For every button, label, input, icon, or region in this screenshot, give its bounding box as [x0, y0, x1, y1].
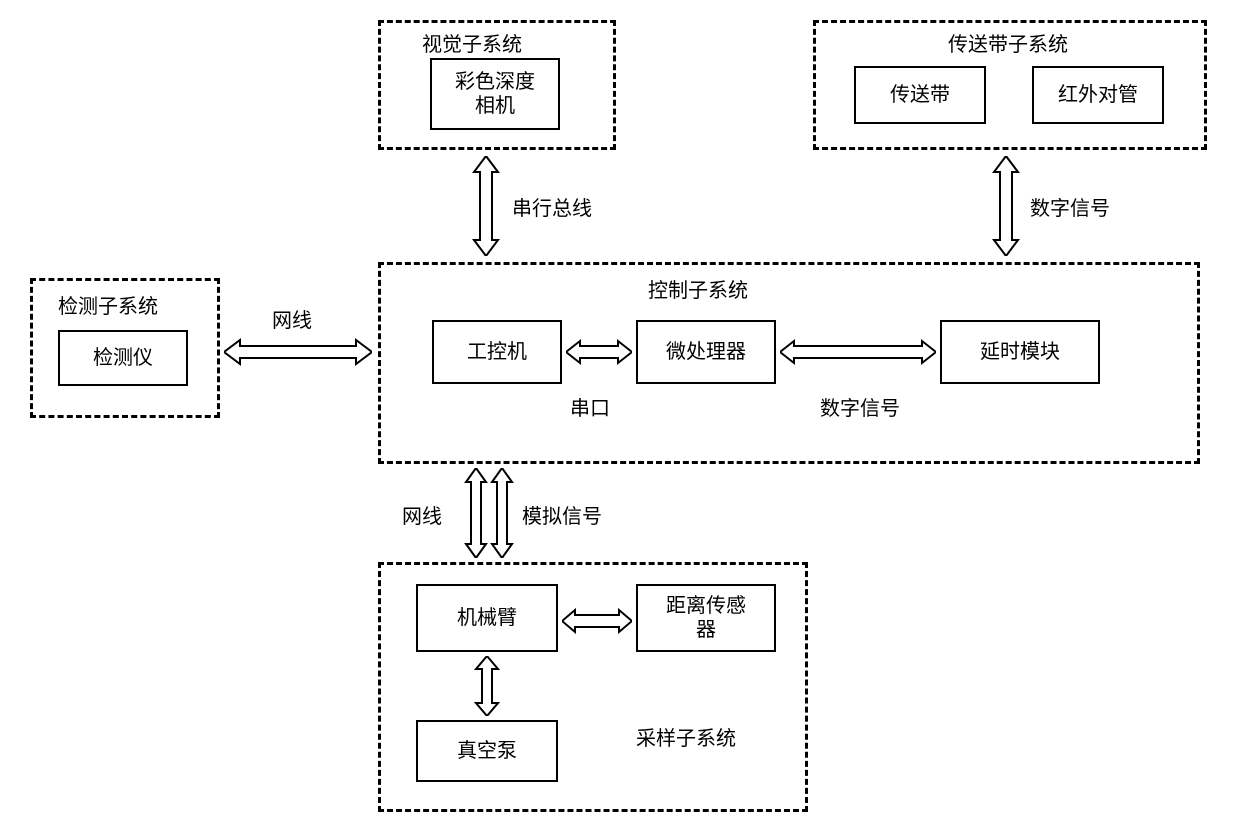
edge-control-sampling-right — [490, 468, 514, 558]
edge-vision-control — [468, 156, 504, 256]
edge-vision-control-label: 串行总线 — [512, 192, 592, 221]
subsystem-control-title: 控制子系统 — [648, 274, 748, 303]
subsystem-sampling-title: 采样子系统 — [636, 722, 736, 751]
edge-arm-pump — [472, 656, 502, 716]
subsystem-vision-title: 视觉子系统 — [422, 28, 522, 57]
node-delay: 延时模块 — [940, 320, 1100, 384]
edge-conveyor-control-label: 数字信号 — [1030, 192, 1110, 221]
edge-control-sampling-right-label: 模拟信号 — [522, 500, 602, 529]
node-pump: 真空泵 — [416, 720, 558, 782]
node-arm: 机械臂 — [416, 584, 558, 652]
node-ipc: 工控机 — [432, 320, 562, 384]
edge-detection-control — [224, 334, 372, 370]
subsystem-conveyor-title: 传送带子系统 — [948, 28, 1068, 57]
edge-conveyor-control — [988, 156, 1024, 256]
edge-detection-control-label: 网线 — [272, 304, 312, 333]
node-ir: 红外对管 — [1032, 66, 1164, 124]
subsystem-detection-title: 检测子系统 — [58, 290, 158, 319]
edge-ipc-mcu — [566, 336, 632, 368]
node-camera: 彩色深度 相机 — [430, 58, 560, 130]
edge-mcu-delay — [780, 336, 936, 368]
edge-mcu-delay-label: 数字信号 — [820, 392, 900, 421]
node-belt: 传送带 — [854, 66, 986, 124]
edge-ipc-mcu-label: 串口 — [570, 392, 610, 421]
edge-control-sampling-left — [464, 468, 488, 558]
edge-control-sampling-left-label: 网线 — [402, 500, 442, 529]
node-dist: 距离传感 器 — [636, 584, 776, 652]
node-detector: 检测仪 — [58, 330, 188, 386]
node-mcu: 微处理器 — [636, 320, 776, 384]
edge-arm-dist — [562, 606, 632, 636]
